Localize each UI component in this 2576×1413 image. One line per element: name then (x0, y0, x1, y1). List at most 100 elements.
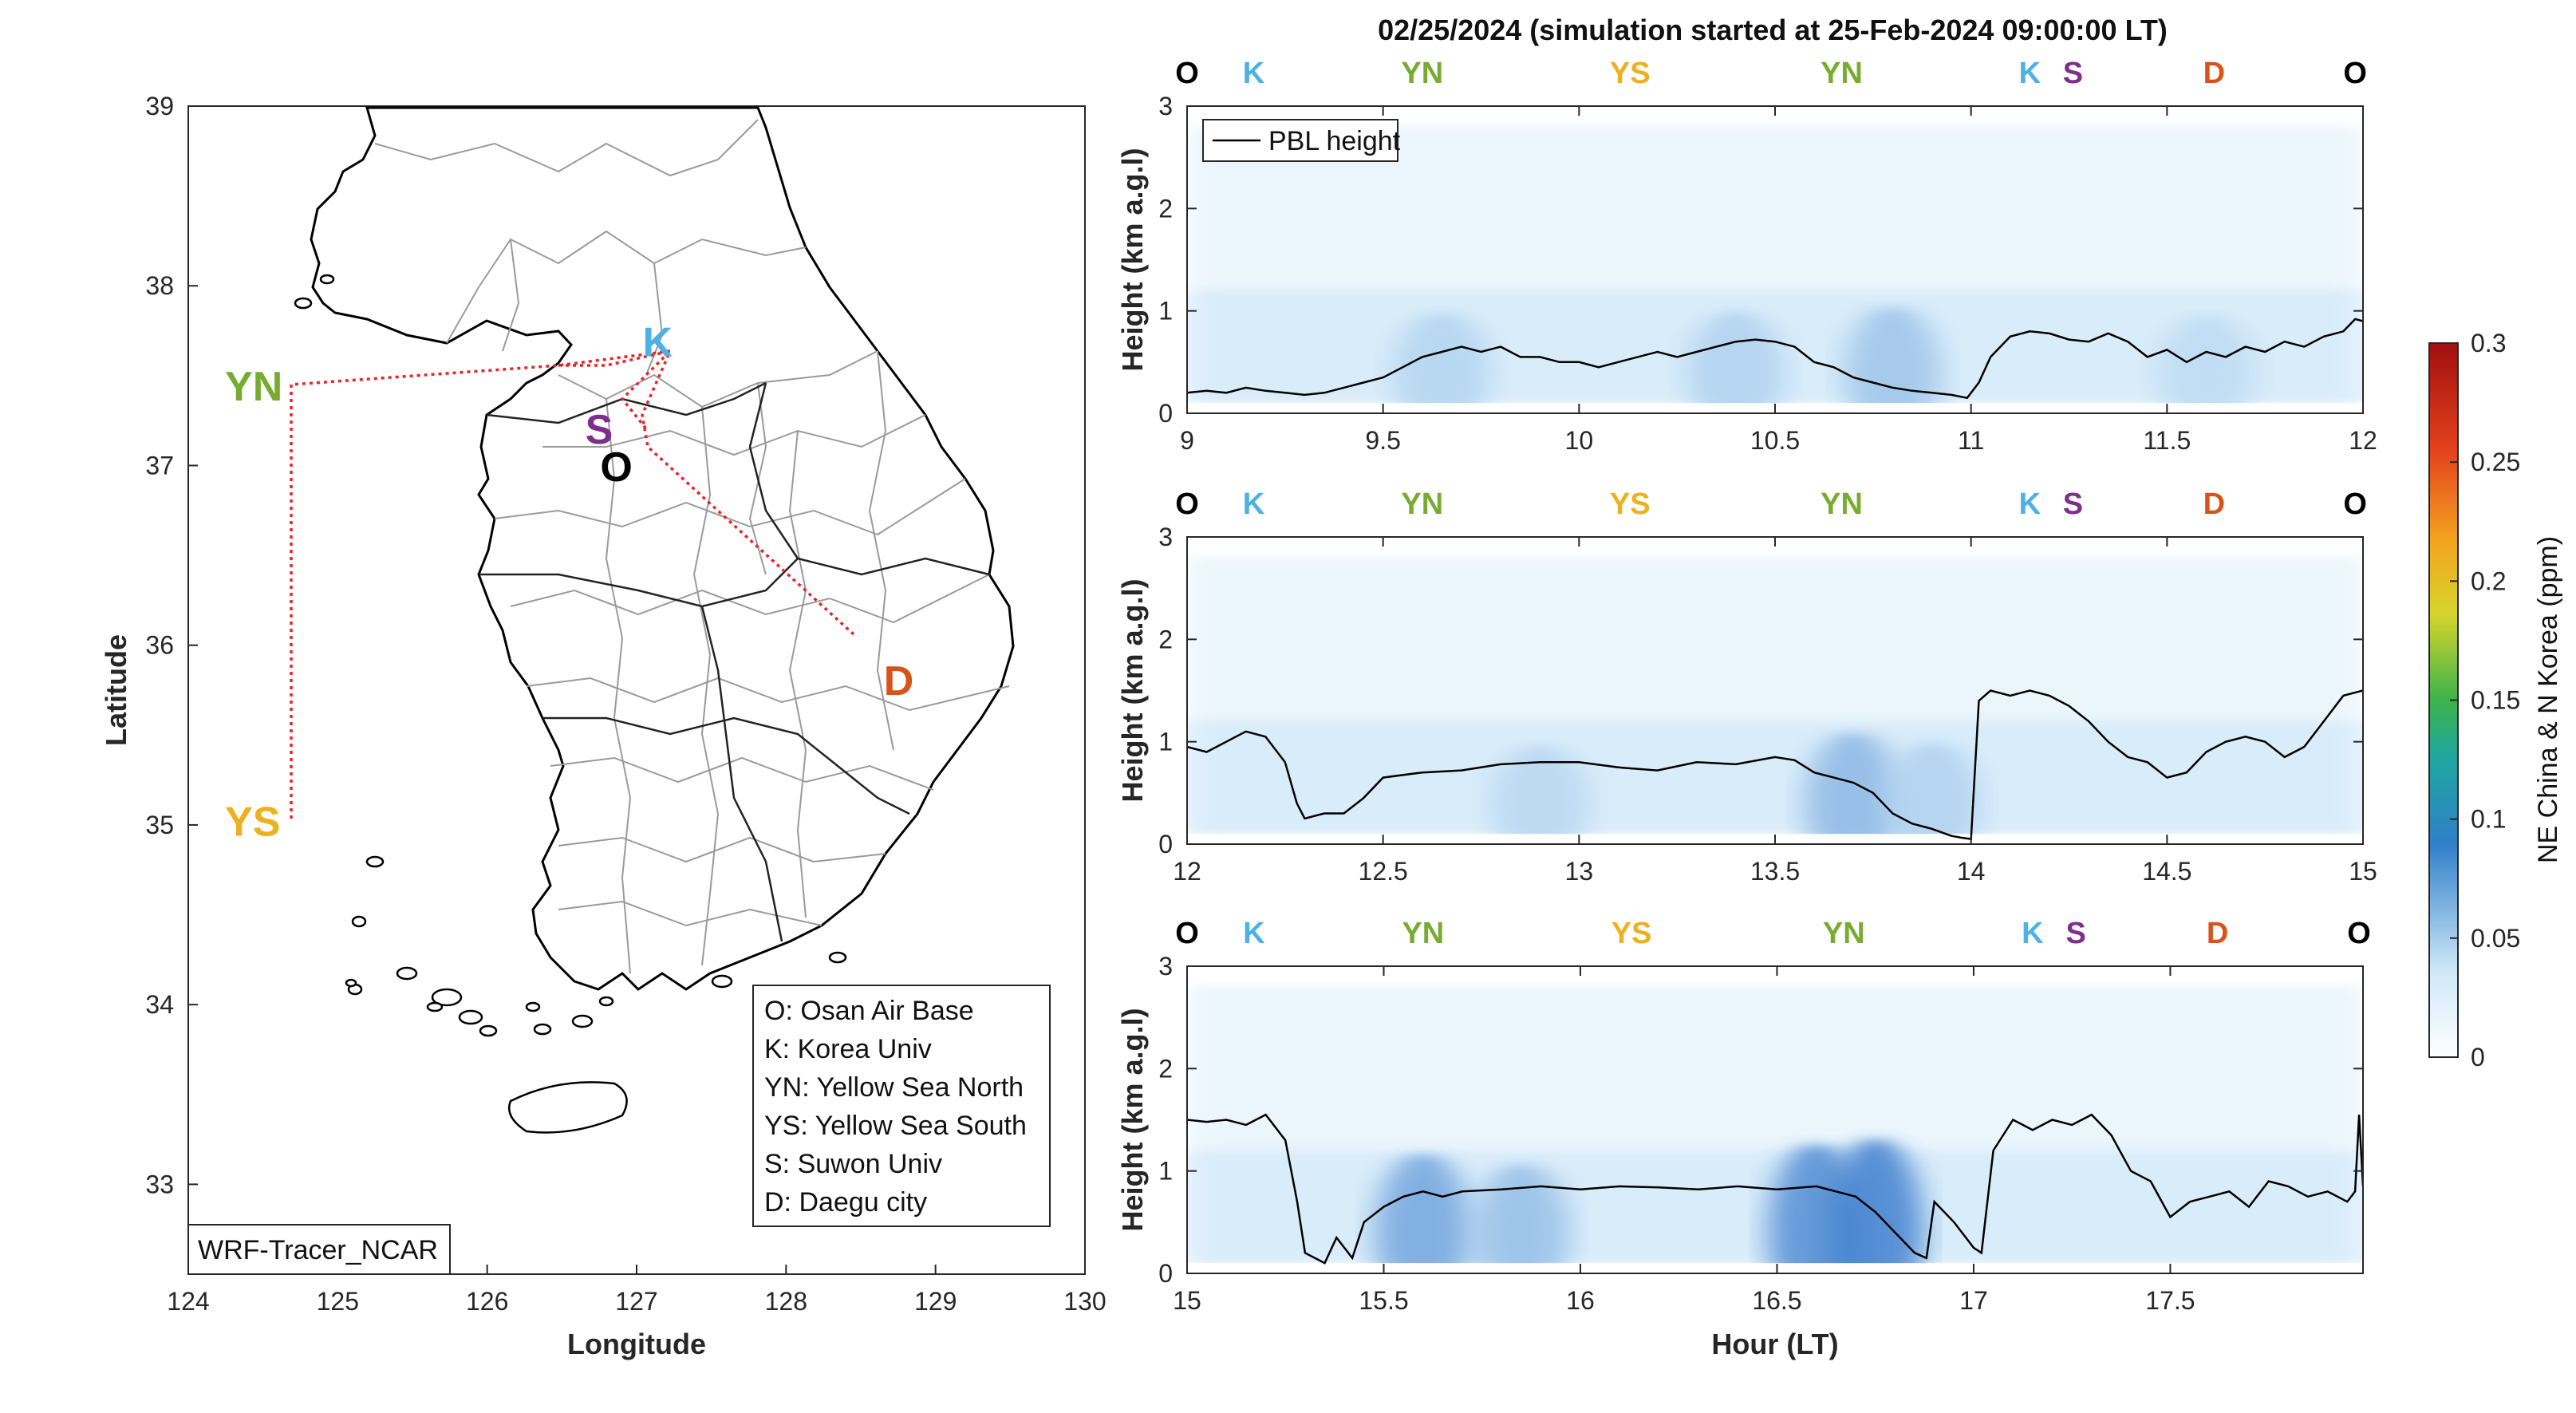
colorbar-ticks: 0 0.05 0.1 0.15 0.2 0.25 0.3 (2450, 329, 2520, 1072)
xtick-label: 17 (1959, 1286, 1988, 1315)
map-xtick-label: 124 (167, 1287, 209, 1316)
route-label-o: O (1175, 57, 1199, 90)
pbl-height-line (1187, 1113, 2363, 1265)
route-label-s: S (2063, 57, 2083, 90)
route-label-s: S (2063, 487, 2083, 521)
pbl-height-line (1187, 318, 2363, 400)
map-site-s: S (586, 407, 613, 453)
ytick-label: 0 (1158, 1259, 1173, 1288)
xtick-label: 11.5 (2143, 426, 2191, 455)
colorbar-tick-label: 0.1 (2471, 805, 2506, 834)
map-xtick-label: 126 (466, 1287, 508, 1316)
site-legend-item: D: Daegu city (764, 1187, 927, 1218)
map-ytick-label: 37 (145, 451, 174, 480)
map-site-o: O (600, 444, 632, 491)
tracer-wash-low (1187, 721, 2363, 835)
ytick-label: 3 (1158, 523, 1173, 551)
route-label-d: D (2207, 917, 2228, 950)
xtick-label: 16 (1566, 1286, 1595, 1315)
ytick-label: 1 (1158, 1157, 1173, 1186)
panel-ylabel: Height (km a.g.l) (1116, 1008, 1149, 1231)
map-site-d: D (884, 658, 914, 705)
route-label-o: O (1175, 487, 1199, 521)
tracer-blob (1394, 311, 1490, 413)
route-label-s: S (2065, 917, 2085, 950)
route-label-d: D (2203, 487, 2225, 521)
map-ylabel: Latitude (100, 634, 132, 746)
ytick-label: 2 (1158, 194, 1173, 223)
colorbar-label: NE China & N Korea (ppm) (2533, 536, 2563, 863)
route-label-o: O (2343, 487, 2367, 521)
ytick-label: 1 (1158, 728, 1173, 756)
xtick-label: 12 (1173, 857, 1201, 886)
model-label-box (187, 1224, 451, 1275)
panel-axes-box (1186, 965, 2364, 1274)
xtick-label: 11 (1958, 426, 1984, 455)
figure-title: 02/25/2024 (simulation started at 25-Feb… (1378, 14, 2168, 46)
map-ytick-label: 35 (145, 811, 174, 839)
tracer-blob (1884, 741, 1980, 844)
colorbar-tick-label: 0.3 (2471, 329, 2506, 357)
route-label-yn: YN (1401, 487, 1443, 521)
map-panel: 124 125 126 127 128 129 130 33 34 35 36 37 38 39 YN YS… (100, 92, 1107, 1360)
xtick-label: 15.5 (1359, 1286, 1408, 1315)
tracer-blob (1492, 744, 1588, 844)
ytick-label: 3 (1158, 952, 1173, 981)
map-site-ys: YS (225, 799, 280, 846)
route-label-ys: YS (1611, 917, 1652, 950)
colorbar-tick-label: 0.05 (2471, 924, 2520, 953)
pbl-legend-label: PBL height (1268, 126, 1401, 156)
map-ytick-label: 34 (145, 990, 174, 1019)
xtick-label: 12 (2349, 426, 2377, 455)
tracer-blob (2158, 314, 2254, 413)
map-xlabel: Longitude (567, 1328, 706, 1360)
colorbar-tick-label: 0.2 (2471, 566, 2506, 595)
map-site-yn: YN (225, 364, 282, 410)
site-legend-item: YN: Yellow Sea North (764, 1072, 1024, 1103)
islands (294, 274, 847, 1134)
tracer-blob (1844, 306, 1941, 413)
panel-3: 15 15.5 16 16.5 17 17.5 0 1 2 3 Height (km a.g.l) O… (1116, 917, 2371, 1315)
route-label-k: K (2019, 487, 2041, 521)
site-legend-box (752, 985, 1051, 1227)
map-site-markers: YN YS KSO D (225, 319, 913, 845)
route-label-o: O (1175, 917, 1199, 950)
model-label: WRF-Tracer_NCAR (198, 1235, 438, 1265)
xtick-label: 10.5 (1750, 426, 1800, 455)
map-xtick-label: 125 (317, 1287, 359, 1316)
tracer-field (1187, 126, 2363, 413)
map-ytick-label: 39 (145, 92, 174, 120)
panels-xlabel: Hour (LT) (1711, 1328, 1838, 1360)
route-label-d: D (2203, 57, 2225, 90)
tracer-field (1187, 557, 2363, 844)
colorbar-tick-label: 0 (2471, 1043, 2485, 1072)
tracer-blob (1473, 1163, 1570, 1273)
site-legend-item: O: Osan Air Base (764, 996, 974, 1026)
tracer-blob (1805, 731, 1902, 844)
route-label-yn: YN (1821, 487, 1863, 521)
route-label-k: K (2019, 57, 2041, 90)
site-legend: O: Osan Air Base K: Korea Univ YN: Yellow … (764, 996, 1027, 1218)
pbl-height-line (1187, 689, 2363, 841)
route-label-yn: YN (1823, 917, 1865, 950)
province-boundaries (479, 381, 990, 942)
colorbar: 0 0.05 0.1 0.15 0.2 0.25 0.3 NE China & N Kore… (2428, 329, 2563, 1072)
site-legend-item: K: Korea Univ (764, 1034, 932, 1064)
xtick-label: 9 (1180, 426, 1194, 455)
xtick-label: 14.5 (2142, 857, 2191, 886)
xtick-label: 10 (1565, 426, 1594, 455)
tracer-blob (1687, 310, 1784, 413)
xtick-label: 9.5 (1365, 426, 1400, 455)
xtick-label: 13.5 (1750, 857, 1800, 886)
route-label-ys: YS (1610, 487, 1651, 521)
map-xtick-label: 128 (765, 1287, 807, 1316)
site-legend-item: YS: Yellow Sea South (764, 1111, 1027, 1141)
ytick-label: 3 (1158, 92, 1173, 120)
route-label-o: O (2343, 57, 2367, 90)
route-label-yn: YN (1402, 917, 1444, 950)
map-xtick-label: 130 (1063, 1287, 1106, 1316)
